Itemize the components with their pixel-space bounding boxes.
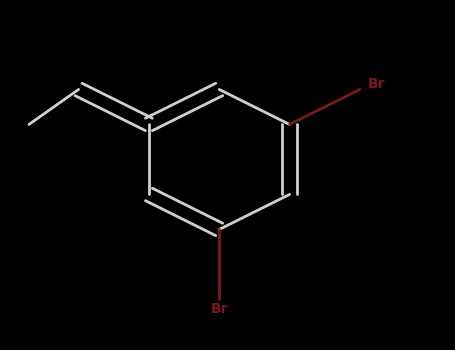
Text: Br: Br [368, 77, 385, 91]
Text: Br: Br [211, 302, 228, 316]
